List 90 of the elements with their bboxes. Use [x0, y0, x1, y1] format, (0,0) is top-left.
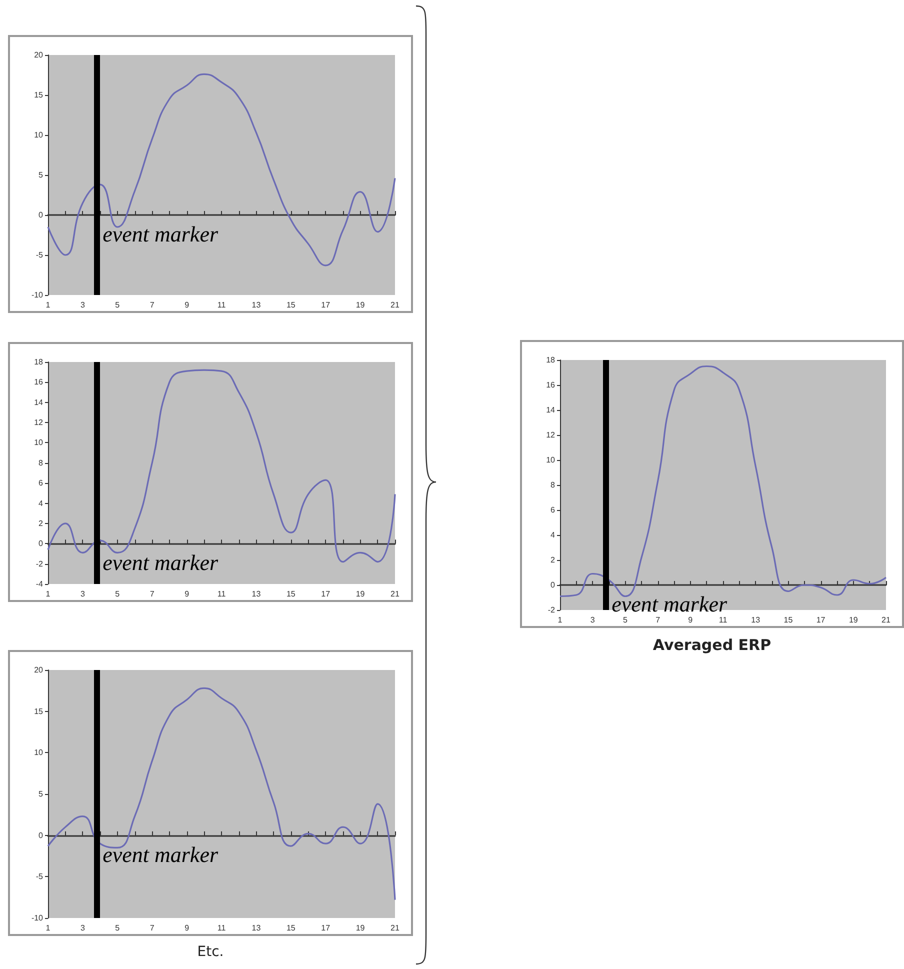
y-tick-label: -10: [31, 290, 44, 300]
x-tick-label: 17: [321, 590, 331, 598]
y-tick-label: 12: [34, 418, 44, 428]
ref-line-label: event marker: [102, 842, 218, 867]
x-tick-label: 19: [356, 590, 366, 598]
ref-line-label: event marker: [102, 222, 218, 246]
y-tick-label: 2: [550, 556, 556, 564]
y-tick-label: 5: [38, 790, 44, 798]
y-tick-label: 18: [546, 356, 556, 364]
x-tick-label: 5: [115, 590, 120, 598]
x-tick-label: 21: [390, 590, 400, 598]
x-tick-label: 7: [150, 590, 155, 598]
x-tick-label: 3: [80, 924, 86, 932]
x-tick-label: 9: [184, 590, 190, 598]
ref-line-label: event marker: [612, 592, 728, 616]
x-tick-label: 17: [816, 616, 826, 624]
x-tick-label: 13: [751, 616, 761, 624]
x-tick-label: 9: [184, 300, 190, 310]
y-tick-label: 16: [546, 380, 556, 390]
x-tick-label: 15: [286, 924, 296, 932]
line-series: [559, 365, 887, 598]
y-tick-label: 8: [38, 458, 44, 468]
y-tick-label: -10: [31, 914, 44, 922]
y-tick-label: 10: [34, 438, 44, 448]
x-tick-label: 17: [321, 924, 331, 932]
x-tick-label: 7: [656, 616, 661, 624]
x-tick-label: 9: [184, 924, 190, 932]
y-tick-label: -2: [36, 559, 44, 568]
x-tick-label: 19: [356, 300, 366, 310]
x-tick-label: 21: [390, 924, 400, 932]
x-tick-label: 17: [321, 300, 331, 310]
x-tick-label: 19: [848, 616, 858, 624]
y-tick-label: 10: [34, 748, 44, 758]
line-series: [47, 687, 396, 901]
ref-line-label: event marker: [102, 550, 218, 576]
y-tick-label: 0: [38, 210, 44, 220]
y-tick-label: 5: [38, 170, 44, 180]
y-tick-label: 16: [34, 378, 44, 387]
y-tick-label: 0: [38, 539, 44, 548]
x-tick-label: 19: [356, 924, 366, 932]
y-tick-label: 6: [38, 478, 44, 488]
x-tick-label: 1: [558, 616, 563, 624]
x-tick-label: 11: [217, 590, 226, 598]
x-tick-label: 13: [252, 590, 262, 598]
y-tick-label: -2: [548, 606, 556, 614]
x-tick-label: 7: [150, 300, 155, 310]
x-tick-label: 3: [590, 616, 596, 624]
x-tick-label: 1: [46, 590, 51, 598]
y-tick-label: -5: [36, 872, 44, 882]
y-tick-label: 0: [38, 830, 44, 840]
x-tick-label: 13: [252, 924, 262, 932]
x-tick-label: 11: [217, 924, 226, 932]
x-tick-label: 5: [115, 300, 120, 310]
y-tick-label: 20: [34, 666, 44, 674]
y-tick-label: 10: [546, 456, 556, 464]
y-tick-label: 0: [550, 580, 556, 590]
x-tick-label: 15: [784, 616, 794, 624]
x-tick-label: 3: [80, 590, 86, 598]
x-tick-label: 21: [882, 616, 891, 624]
x-tick-label: 3: [80, 300, 86, 310]
text: Etc.: [196, 944, 225, 960]
y-tick-label: 10: [34, 130, 44, 140]
y-tick-label: 20: [34, 50, 44, 60]
y-tick-label: 18: [34, 358, 44, 366]
x-tick-label: 11: [718, 616, 728, 624]
x-tick-label: 11: [217, 300, 226, 310]
y-tick-label: -4: [36, 580, 44, 588]
y-tick-label: 2: [38, 518, 44, 528]
y-tick-label: 4: [550, 530, 556, 540]
x-tick-label: 1: [46, 924, 51, 932]
y-tick-label: 6: [550, 506, 556, 514]
x-tick-label: 5: [622, 616, 628, 624]
y-tick-label: 14: [546, 406, 556, 414]
x-tick-label: 15: [286, 300, 296, 310]
y-tick-label: -5: [36, 250, 44, 260]
line-series: [47, 73, 396, 266]
y-tick-label: 8: [550, 480, 556, 490]
text: Averaged ERP: [652, 636, 772, 654]
x-tick-label: 5: [115, 924, 120, 932]
y-tick-label: 15: [34, 706, 44, 716]
y-tick-label: 4: [38, 498, 44, 508]
x-tick-label: 21: [390, 300, 400, 310]
x-tick-label: 15: [286, 590, 296, 598]
x-tick-label: 7: [150, 924, 155, 932]
y-tick-label: 14: [34, 398, 44, 407]
x-tick-label: 9: [688, 616, 694, 624]
y-tick-label: 12: [546, 430, 556, 440]
x-tick-label: 13: [252, 300, 262, 310]
x-tick-label: 1: [46, 300, 51, 310]
y-tick-label: 15: [34, 90, 44, 100]
